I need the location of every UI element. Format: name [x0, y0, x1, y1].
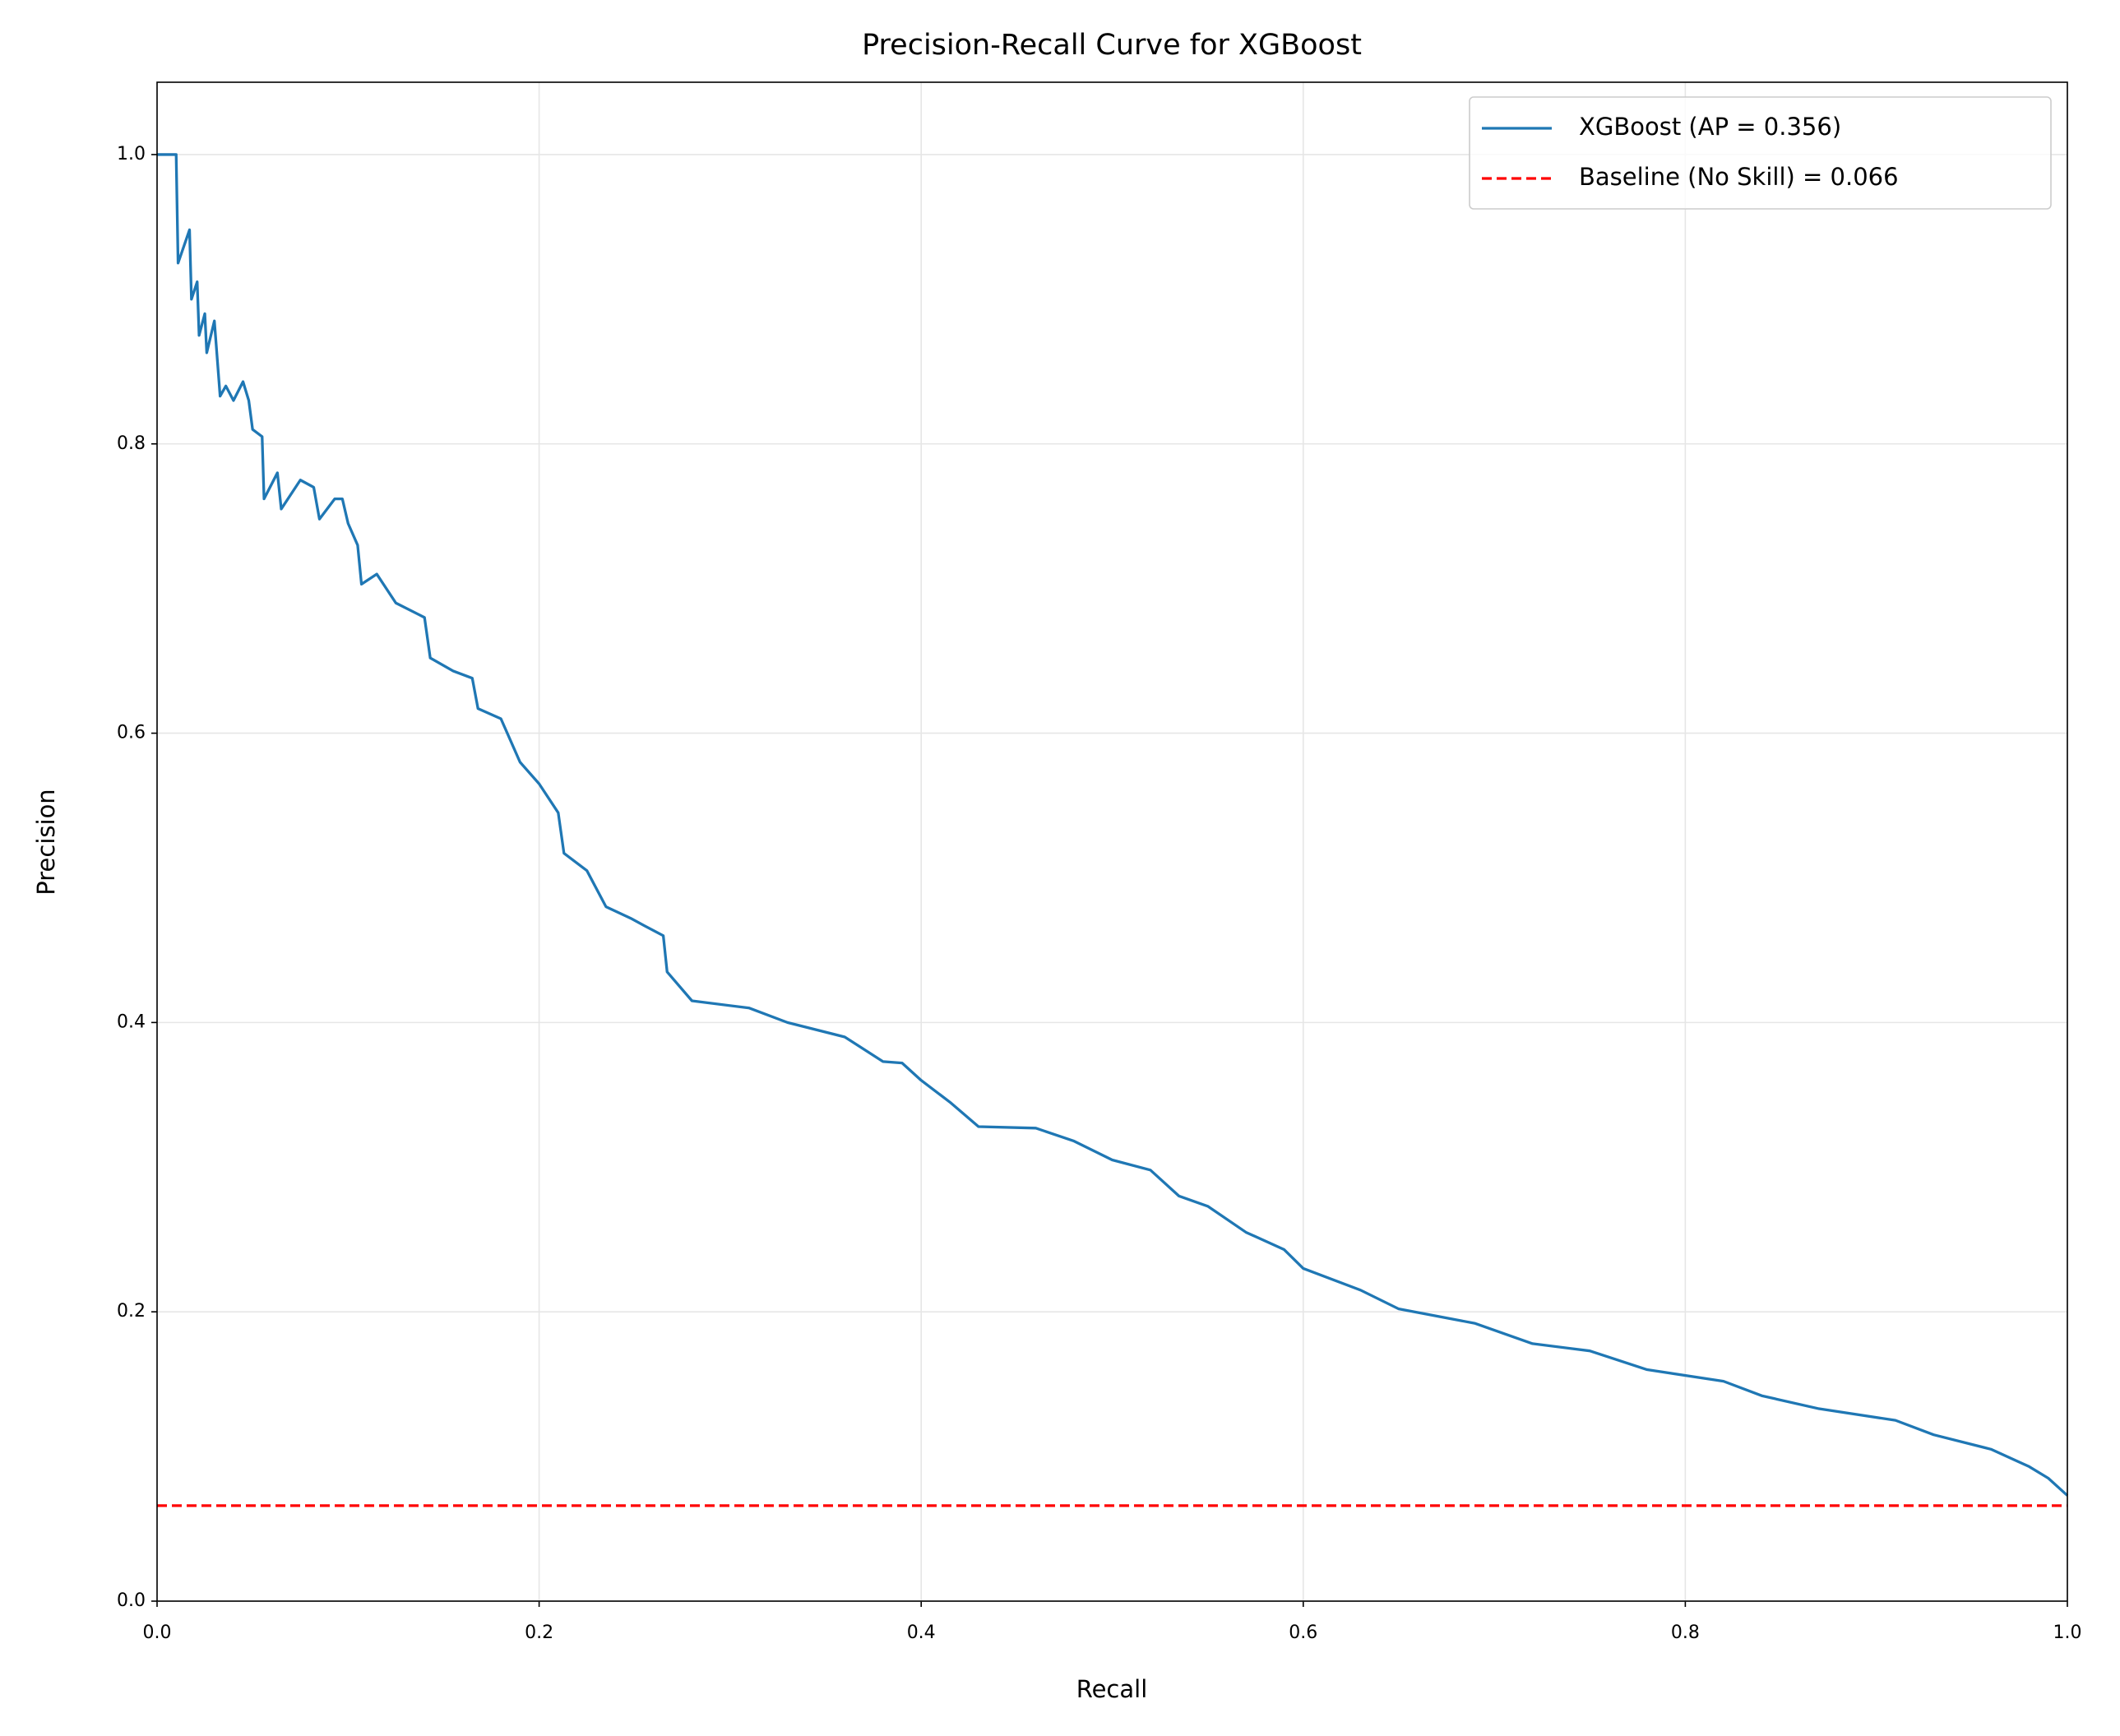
y-tick-label: 0.6: [117, 723, 146, 743]
y-axis-label: Precision: [32, 789, 60, 895]
legend-label: XGBoost (AP = 0.356): [1579, 113, 1841, 141]
x-tick-label: 0.0: [143, 1623, 172, 1643]
chart-title: Precision-Recall Curve for XGBoost: [862, 29, 1362, 62]
y-tick-label: 1.0: [117, 144, 146, 164]
x-tick-label: 0.8: [1671, 1623, 1700, 1643]
x-tick-label: 1.0: [2053, 1623, 2082, 1643]
x-tick-label: 0.2: [525, 1623, 553, 1643]
y-tick-label: 0.4: [117, 1012, 146, 1032]
x-tick-label: 0.6: [1289, 1623, 1317, 1643]
legend-label: Baseline (No Skill) = 0.066: [1579, 163, 1899, 191]
pr-curve: [157, 153, 2069, 1497]
x-axis-label: Recall: [1076, 1675, 1148, 1703]
y-tick-label: 0.8: [117, 433, 146, 454]
plot-frame: [156, 81, 2068, 1602]
y-tick-label: 0.0: [117, 1590, 146, 1611]
y-tick-label: 0.2: [117, 1301, 146, 1322]
x-tick-label: 0.4: [907, 1623, 936, 1643]
legend-box: [1469, 96, 2052, 210]
